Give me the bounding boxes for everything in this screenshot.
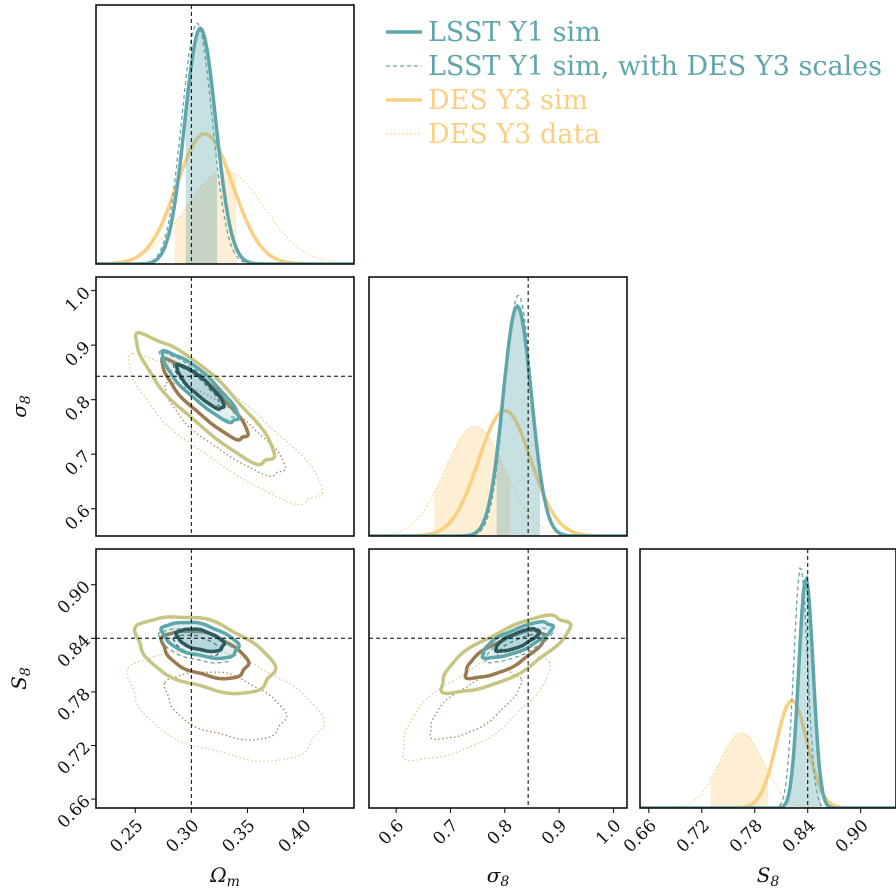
contour-0-95 (159, 620, 241, 661)
legend-label-1: LSST Y1 sim, with DES Y3 scales (428, 51, 882, 82)
x-axis-label-2: S8 (757, 863, 780, 889)
x-tick-label-1-2: 0.8 (484, 816, 517, 849)
x-tick-label-2-4: 0.90 (832, 816, 873, 857)
marginal-curve-1-0 (369, 303, 627, 536)
x-axis-label-0: Ωm (209, 863, 240, 889)
contour-2-95 (133, 330, 277, 467)
y-tick-label-2-2: 0.78 (54, 684, 95, 725)
panel-frame-0-0 (95, 4, 355, 265)
contour-0-95 (480, 619, 556, 661)
y-tick-label-2-4: 0.90 (54, 577, 95, 618)
y-axis-label-1: σ8 (7, 395, 34, 418)
legend-label-3: DES Y3 data (428, 119, 600, 150)
legend-label-0: LSST Y1 sim (428, 17, 601, 48)
y-tick-label-2-3: 0.84 (54, 631, 95, 672)
x-tick-label-1-0: 0.6 (375, 816, 408, 849)
contour-3-95 (126, 651, 326, 763)
y-tick-label-1-3: 0.9 (61, 338, 94, 371)
contour-2-95 (132, 615, 278, 696)
contour-3-68 (429, 669, 523, 741)
interval-68-0-3 (174, 171, 237, 264)
marginal-curve-2-2 (640, 698, 896, 808)
contour-2-68 (159, 629, 251, 681)
panel-2d-omega_m-S_8 (96, 549, 354, 808)
y-tick-label-2-0: 0.66 (54, 792, 95, 833)
contour-2-95 (439, 613, 573, 696)
panel-2d-sigma_8-S_8 (369, 549, 627, 808)
x-tick-label-0-3: 0.40 (275, 816, 316, 857)
y-axis-label-2: S8 (7, 667, 34, 690)
panel-frame-1-1 (368, 276, 628, 537)
y-tick-label-1-4: 1.0 (61, 283, 94, 316)
x-tick-label-2-0: 0.66 (620, 816, 661, 857)
panel-2d-omega_m-sigma_8 (96, 277, 354, 536)
x-tick-label-1-1: 0.7 (429, 816, 462, 849)
x-tick-label-0-1: 0.30 (162, 816, 203, 857)
contour-0-68 (174, 362, 226, 411)
contour-3-68 (163, 671, 288, 741)
x-tick-label-0-2: 0.35 (219, 816, 260, 857)
contour-0-68 (174, 627, 227, 654)
y-tick-label-1-0: 0.6 (61, 501, 94, 534)
panel-1d-sigma_8 (369, 277, 627, 536)
y-tick-label-1-1: 0.7 (61, 447, 94, 480)
panel-frame-2-1 (368, 548, 628, 809)
x-tick-label-2-1: 0.72 (673, 816, 714, 857)
legend-label-2: DES Y3 sim (428, 85, 588, 116)
panel-1d-omega_m (96, 5, 354, 264)
panel-frame-1-0 (95, 276, 355, 537)
contour-0-95 (160, 348, 241, 425)
panel-frame-2-2 (639, 548, 896, 809)
panel-1d-S_8 (640, 549, 896, 808)
contour-3-95 (402, 648, 552, 762)
y-tick-label-2-1: 0.72 (54, 738, 95, 779)
interval-68-2-3 (710, 732, 768, 808)
x-tick-label-2-2: 0.78 (726, 816, 767, 857)
y-tick-label-1-2: 0.8 (61, 392, 94, 425)
x-tick-label-2-3: 0.84 (779, 816, 820, 857)
x-axis-label-1: σ8 (487, 863, 510, 889)
x-tick-label-0-0: 0.25 (106, 816, 147, 857)
x-tick-label-1-3: 0.9 (538, 816, 571, 849)
panel-frame-2-0 (95, 548, 355, 809)
contour-3-68 (164, 381, 287, 477)
